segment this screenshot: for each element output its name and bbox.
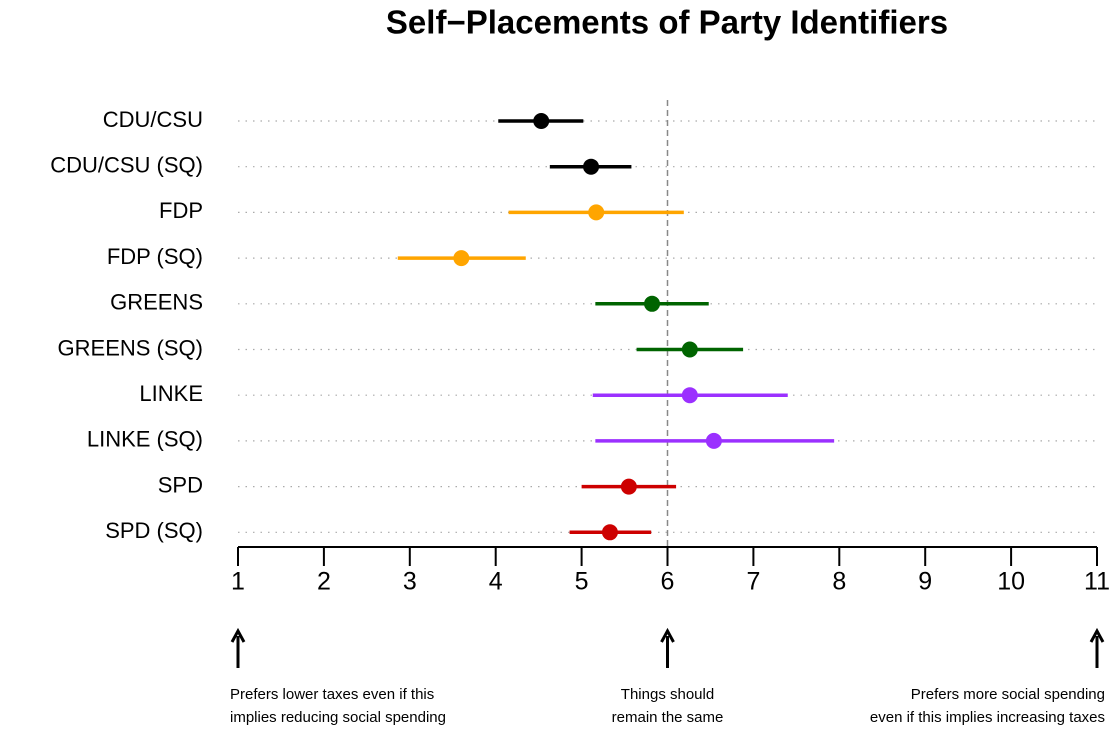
point xyxy=(681,341,698,358)
arrow-head xyxy=(230,627,246,643)
x-tick-label: 10 xyxy=(997,568,1025,596)
chart-title: Self−Placements of Party Identifiers xyxy=(386,4,948,41)
arrow-head xyxy=(660,627,675,643)
point xyxy=(453,250,470,267)
point xyxy=(705,432,722,449)
x-tick-label: 5 xyxy=(575,568,589,596)
point xyxy=(601,524,618,541)
x-tick-label: 11 xyxy=(1084,568,1110,596)
point xyxy=(681,387,698,404)
y-tick-label: SPD xyxy=(158,472,203,497)
arrow-head xyxy=(1089,627,1105,643)
y-tick-label: CDU/CSU (SQ) xyxy=(50,153,203,178)
x-tick-label: 6 xyxy=(661,568,675,596)
y-tick-label: CDU/CSU xyxy=(103,107,203,132)
annotation-text: Prefers more social spending xyxy=(911,686,1105,703)
x-tick-label: 2 xyxy=(317,568,331,596)
x-tick-label: 8 xyxy=(832,568,846,596)
x-tick-label: 4 xyxy=(489,568,503,596)
annotation-text: even if this implies increasing taxes xyxy=(870,709,1105,726)
x-tick-label: 3 xyxy=(403,568,417,596)
x-tick-label: 1 xyxy=(231,568,245,596)
point xyxy=(588,204,605,221)
y-tick-label: LINKE xyxy=(139,381,203,406)
y-tick-label: GREENS (SQ) xyxy=(58,335,203,360)
annotation-text: Prefers lower taxes even if this xyxy=(230,686,434,703)
y-tick-label: FDP (SQ) xyxy=(107,244,203,269)
point xyxy=(533,113,550,129)
annotation-text: implies reducing social spending xyxy=(230,709,446,726)
point xyxy=(583,158,600,175)
x-tick-label: 7 xyxy=(746,568,760,596)
y-tick-label: SPD (SQ) xyxy=(105,518,203,543)
point xyxy=(620,478,637,495)
point xyxy=(644,295,661,312)
y-tick-label: FDP xyxy=(159,198,203,223)
y-tick-label: LINKE (SQ) xyxy=(87,427,203,452)
annotation-text: Things should xyxy=(621,686,714,703)
y-tick-label: GREENS xyxy=(110,290,203,315)
annotation-text: remain the same xyxy=(612,709,724,726)
x-tick-label: 9 xyxy=(918,568,932,596)
